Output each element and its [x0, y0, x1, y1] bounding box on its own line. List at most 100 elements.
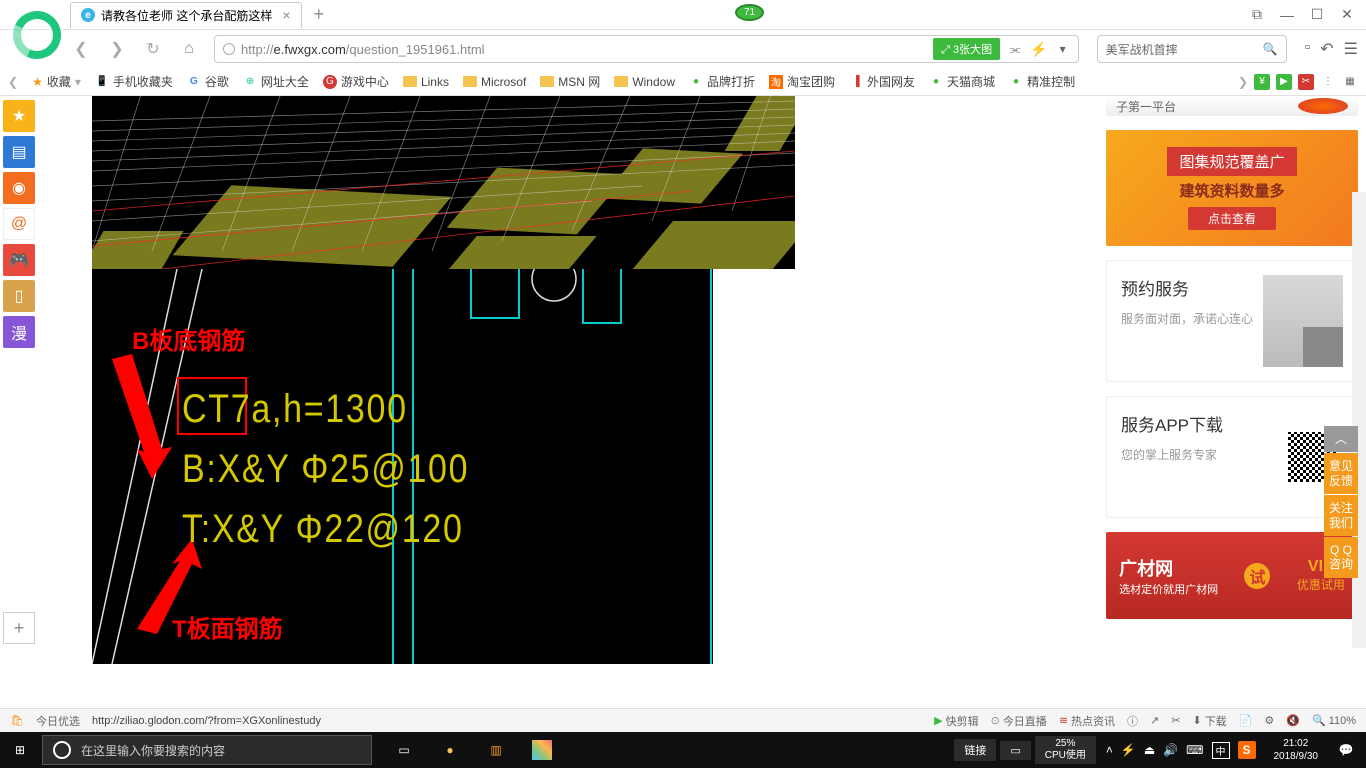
- start-button[interactable]: ⊞: [0, 732, 40, 768]
- bookmark-item[interactable]: ●品牌打折: [689, 73, 755, 90]
- search-icon[interactable]: 🔍: [1263, 42, 1278, 56]
- window-minimize-icon[interactable]: —: [1273, 4, 1301, 26]
- new-tab-button[interactable]: +: [314, 4, 325, 25]
- bookmark-item[interactable]: ●天猫商城: [929, 73, 995, 90]
- cpu-meter[interactable]: 25% CPU使用: [1035, 736, 1096, 764]
- bookmark-item[interactable]: MSN 网: [540, 73, 600, 90]
- search-input[interactable]: 美军战机首摔 🔍: [1097, 35, 1287, 63]
- status-icon[interactable]: ↗: [1150, 714, 1159, 727]
- dropdown-icon[interactable]: ▾: [1056, 42, 1070, 56]
- ad-top-strip[interactable]: 子第一平台: [1106, 96, 1358, 116]
- sidebar-star-icon[interactable]: ★: [3, 100, 35, 132]
- nav-reload-icon[interactable]: ↻: [140, 36, 166, 62]
- menu-icon[interactable]: ☰: [1344, 39, 1358, 59]
- service-booking-card[interactable]: 预约服务 服务面对面，承诺心连心: [1106, 260, 1358, 382]
- feedback-button[interactable]: 意见反馈: [1324, 453, 1358, 494]
- image-count-badge[interactable]: ⤢ 3张大图: [933, 38, 1000, 60]
- sidebar-at-icon[interactable]: @: [3, 208, 35, 240]
- bookmark-item[interactable]: G谷歌: [187, 73, 229, 90]
- app-download-card[interactable]: 服务APP下载 您的掌上服务专家: [1106, 396, 1358, 518]
- tab-close-icon[interactable]: ×: [282, 7, 290, 23]
- speed-icon[interactable]: ⚡: [1030, 41, 1047, 58]
- browser-logo[interactable]: [7, 5, 67, 65]
- status-link[interactable]: http://ziliao.glodon.com/?from=XGXonline…: [92, 715, 321, 727]
- status-icon[interactable]: ⚙: [1264, 714, 1274, 727]
- bookmark-item[interactable]: Links: [403, 75, 449, 89]
- cortana-search[interactable]: 在这里输入你要搜索的内容: [42, 735, 372, 765]
- taskbar-app-icon[interactable]: ▥: [474, 732, 518, 768]
- nav-forward-icon[interactable]: ❯: [104, 36, 130, 62]
- bookmark-item[interactable]: ⊕网址大全: [243, 73, 309, 90]
- status-item[interactable]: ≋热点资讯: [1059, 713, 1115, 729]
- vertical-scrollbar[interactable]: [1352, 192, 1366, 648]
- nav-back-icon[interactable]: ❮: [68, 36, 94, 62]
- address-bar: ❮ ❯ ↻ ⌂ http://e.fwxgx.com/question_1951…: [0, 30, 1366, 68]
- sidebar-news-icon[interactable]: ▤: [3, 136, 35, 168]
- status-icon[interactable]: ✂: [1171, 714, 1180, 727]
- follow-button[interactable]: 关注我们: [1324, 495, 1358, 536]
- bookmark-item[interactable]: Microsof: [463, 75, 526, 89]
- window-pin-icon[interactable]: ⧉: [1243, 4, 1271, 26]
- ext-grid-icon[interactable]: ▦: [1342, 74, 1358, 90]
- bm-nav-right-icon[interactable]: ❯: [1238, 75, 1248, 89]
- bookmark-item[interactable]: 淘淘宝团购: [769, 73, 835, 90]
- sidebar-game-icon[interactable]: 🎮: [3, 244, 35, 276]
- nav-home-icon[interactable]: ⌂: [176, 36, 202, 62]
- scroll-top-button[interactable]: ︿: [1324, 426, 1358, 452]
- tray-keyboard-icon[interactable]: ⌨: [1186, 743, 1203, 757]
- share-icon[interactable]: ⫘: [1008, 42, 1022, 56]
- taskbar-app-icon[interactable]: ●: [428, 732, 472, 768]
- window-maximize-icon[interactable]: ☐: [1303, 4, 1331, 26]
- status-icon[interactable]: ⓘ: [1127, 713, 1138, 729]
- ext-icon[interactable]: ¥: [1254, 74, 1270, 90]
- taskbar-link-button[interactable]: 链接: [954, 739, 996, 761]
- bookmark-item[interactable]: ●精准控制: [1009, 73, 1075, 90]
- bookmark-item[interactable]: ▐外国网友: [849, 73, 915, 90]
- ext-icon[interactable]: ✂: [1298, 74, 1314, 90]
- url-input[interactable]: http://e.fwxgx.com/question_1951961.html…: [214, 35, 1079, 63]
- sidebar-book-icon[interactable]: ▯: [3, 280, 35, 312]
- taskview-icon[interactable]: ▭: [382, 732, 426, 768]
- status-item[interactable]: ⬇下载: [1192, 713, 1226, 729]
- window-close-icon[interactable]: ✕: [1333, 4, 1361, 26]
- status-icon[interactable]: 📄: [1239, 714, 1253, 727]
- tray-power-icon[interactable]: ⚡: [1121, 743, 1136, 757]
- notification-center-icon[interactable]: 💬: [1326, 732, 1366, 768]
- sogou-ime-icon[interactable]: S: [1238, 741, 1256, 759]
- history-icon[interactable]: ↶: [1320, 39, 1333, 59]
- scroll-top-icon[interactable]: [1303, 327, 1343, 367]
- sidebar-toggle-icon[interactable]: ▫: [1305, 39, 1311, 59]
- ad-cta-button[interactable]: 点击查看: [1188, 207, 1276, 230]
- sidebar-weibo-icon[interactable]: ◉: [3, 172, 35, 204]
- taskbar-desktop-icon[interactable]: ▭: [1000, 741, 1030, 760]
- card-title: 服务APP下载: [1121, 411, 1275, 436]
- favorites-button[interactable]: ★收藏▾: [32, 73, 81, 90]
- sidebar-add-button[interactable]: +: [3, 612, 35, 644]
- tray-volume-icon[interactable]: 🔊: [1163, 743, 1178, 757]
- sidebar-manga-icon[interactable]: 漫: [3, 316, 35, 348]
- tray-ime-icon[interactable]: 中: [1212, 742, 1230, 759]
- bm-nav-left-icon[interactable]: ❮: [8, 75, 18, 89]
- vip-banner[interactable]: 广材网 选材定价就用广材网 试 VIP 优惠试用: [1106, 532, 1358, 619]
- bookmark-item[interactable]: 📱手机收藏夹: [95, 73, 173, 90]
- ext-icon[interactable]: ▶: [1276, 74, 1292, 90]
- ext-menu-icon[interactable]: ⋮: [1320, 74, 1336, 90]
- status-item[interactable]: ▶快剪辑: [934, 713, 978, 729]
- taskbar-app-icon[interactable]: [520, 732, 564, 768]
- bookmark-item[interactable]: G游戏中心: [323, 73, 389, 90]
- window-controls: ⧉ — ☐ ✕: [1243, 4, 1361, 26]
- site-info-icon[interactable]: [223, 43, 235, 55]
- mute-icon[interactable]: 🔇: [1286, 714, 1300, 727]
- ad-orange-banner[interactable]: 图集规范覆盖广 建筑资料数量多 点击查看: [1106, 130, 1358, 246]
- bookmark-item[interactable]: Window: [614, 75, 675, 89]
- qq-consult-button[interactable]: Q Q咨询: [1324, 537, 1358, 578]
- status-item[interactable]: ⊙今日直播: [991, 713, 1047, 729]
- shop-icon[interactable]: 🛍: [10, 714, 24, 727]
- tray-up-icon[interactable]: ˄: [1106, 743, 1113, 757]
- notification-badge[interactable]: 71: [735, 4, 764, 21]
- browser-tab[interactable]: e 请教各位老师 这个承台配筋这样 ×: [70, 2, 302, 28]
- taskbar-clock[interactable]: 21:02 2018/9/30: [1266, 737, 1327, 763]
- zoom-level[interactable]: 🔍 110%: [1312, 714, 1356, 727]
- tray-eject-icon[interactable]: ⏏: [1144, 743, 1155, 757]
- bookmarks-bar: ❮ ★收藏▾ 📱手机收藏夹 G谷歌 ⊕网址大全 G游戏中心 Links Micr…: [0, 68, 1366, 96]
